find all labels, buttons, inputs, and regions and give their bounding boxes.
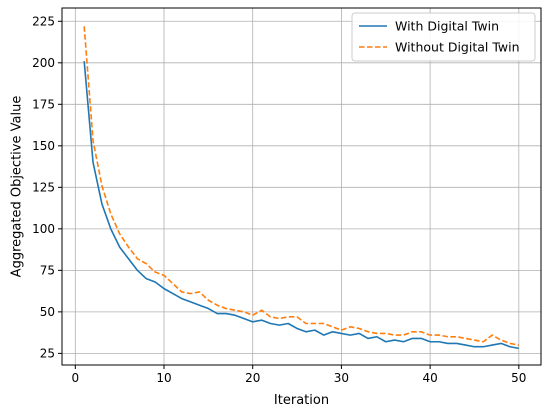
series-line-with-digital-twin: [83, 61, 519, 350]
y-tick-label: 75: [40, 263, 55, 277]
series-line-without-digital-twin: [83, 26, 519, 346]
x-axis-title: Iteration: [274, 393, 329, 408]
y-tick-label: 150: [32, 139, 55, 153]
x-tick-label: 20: [245, 371, 260, 385]
y-tick-label: 25: [40, 346, 55, 360]
series-lines: [83, 26, 519, 350]
x-tick-label: 40: [422, 371, 437, 385]
y-tick-label: 200: [32, 56, 55, 70]
x-tick-label: 0: [71, 371, 79, 385]
plot-frame: [61, 7, 542, 366]
axis-ticks: 0 10 20 30 40 50 25 50 75 100 125 150 175 200 225: [32, 14, 526, 385]
y-tick-label: 50: [40, 305, 55, 319]
legend-box: [351, 12, 536, 62]
grid: [62, 8, 541, 365]
legend: With Digital Twin Without Digital Twin: [351, 12, 536, 62]
y-tick-label: 125: [32, 180, 55, 194]
y-tick-label: 100: [32, 222, 55, 236]
y-axis-title: Aggregated Objective Value: [10, 96, 25, 278]
x-tick-label: 10: [156, 371, 171, 385]
legend-label-without-digital-twin: Without Digital Twin: [395, 40, 520, 55]
x-tick-label: 50: [511, 371, 526, 385]
legend-label-with-digital-twin: With Digital Twin: [395, 19, 499, 34]
y-tick-label: 175: [32, 97, 55, 111]
x-tick-label: 30: [334, 371, 349, 385]
y-tick-label: 225: [32, 14, 55, 28]
